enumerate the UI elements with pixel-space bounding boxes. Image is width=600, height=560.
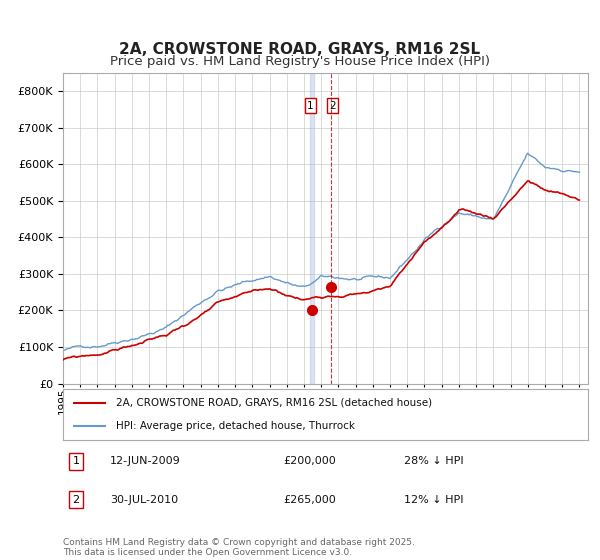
Text: 12% ↓ HPI: 12% ↓ HPI [404,495,464,505]
Text: 2: 2 [73,495,80,505]
Text: 2A, CROWSTONE ROAD, GRAYS, RM16 2SL: 2A, CROWSTONE ROAD, GRAYS, RM16 2SL [119,42,481,57]
Text: 2: 2 [329,101,336,111]
Text: Price paid vs. HM Land Registry's House Price Index (HPI): Price paid vs. HM Land Registry's House … [110,55,490,68]
Text: 12-JUN-2009: 12-JUN-2009 [110,456,181,466]
Bar [310,73,314,384]
Text: 28% ↓ HPI: 28% ↓ HPI [404,456,464,466]
Text: £265,000: £265,000 [284,495,336,505]
Text: 30-JUL-2010: 30-JUL-2010 [110,495,178,505]
Text: Contains HM Land Registry data © Crown copyright and database right 2025.
This d: Contains HM Land Registry data © Crown c… [63,538,415,557]
Text: 2A, CROWSTONE ROAD, GRAYS, RM16 2SL (detached house): 2A, CROWSTONE ROAD, GRAYS, RM16 2SL (det… [115,398,431,408]
Text: HPI: Average price, detached house, Thurrock: HPI: Average price, detached house, Thur… [115,421,355,431]
Text: 1: 1 [307,101,314,111]
Text: 1: 1 [73,456,80,466]
Text: £200,000: £200,000 [284,456,336,466]
